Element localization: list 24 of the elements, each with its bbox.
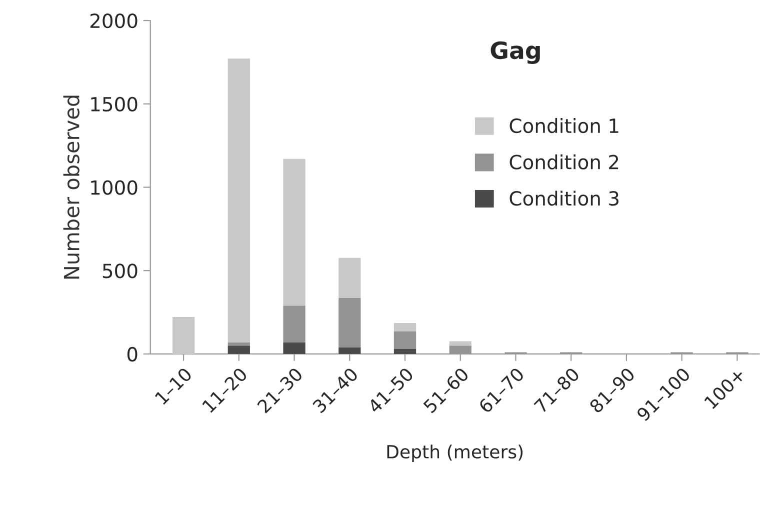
legend-label: Condition 3 xyxy=(510,190,618,206)
bar xyxy=(394,322,416,332)
bar xyxy=(283,342,306,354)
bar xyxy=(338,347,361,354)
legend-label: Condition 2 xyxy=(510,154,618,170)
bar xyxy=(172,316,195,354)
text: Gag xyxy=(490,41,540,64)
y-tick-label: 1500 xyxy=(91,96,138,112)
bar xyxy=(338,258,361,298)
x-axis-title: Depth (meters) xyxy=(387,444,523,462)
y-tick-label: 2000 xyxy=(90,13,138,28)
bar xyxy=(228,58,250,342)
bar xyxy=(283,306,306,342)
y-tick-label: 1000 xyxy=(91,180,138,195)
y-tick-label: 0 xyxy=(127,346,138,362)
bar xyxy=(394,348,416,354)
bar xyxy=(228,346,250,354)
y-axis-title: Number observed xyxy=(63,96,80,279)
legend-label: Condition 1 xyxy=(510,118,618,134)
bar xyxy=(394,331,416,349)
bar xyxy=(283,158,306,306)
y-tick-label: 500 xyxy=(102,264,138,278)
bar xyxy=(449,341,472,346)
bar xyxy=(338,298,361,348)
